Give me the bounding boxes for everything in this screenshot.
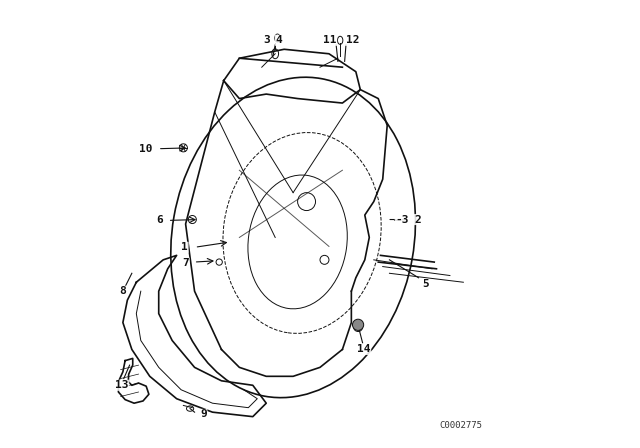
Text: -3: -3 <box>396 215 409 224</box>
Text: 6: 6 <box>156 215 163 225</box>
Text: C0002775: C0002775 <box>439 421 482 430</box>
Text: 4: 4 <box>275 35 282 45</box>
Text: 1: 1 <box>181 242 188 252</box>
Text: 3: 3 <box>264 35 271 45</box>
Text: 5: 5 <box>422 280 429 289</box>
Text: 7: 7 <box>182 258 189 268</box>
Text: 9: 9 <box>200 409 207 419</box>
Ellipse shape <box>353 319 364 331</box>
Text: 10: 10 <box>138 144 152 154</box>
Text: 11: 11 <box>323 35 337 45</box>
Text: 8: 8 <box>120 286 126 296</box>
Text: 13: 13 <box>115 380 129 390</box>
Text: 14: 14 <box>357 345 371 354</box>
Text: 12: 12 <box>346 35 359 45</box>
Text: 2: 2 <box>414 215 421 224</box>
